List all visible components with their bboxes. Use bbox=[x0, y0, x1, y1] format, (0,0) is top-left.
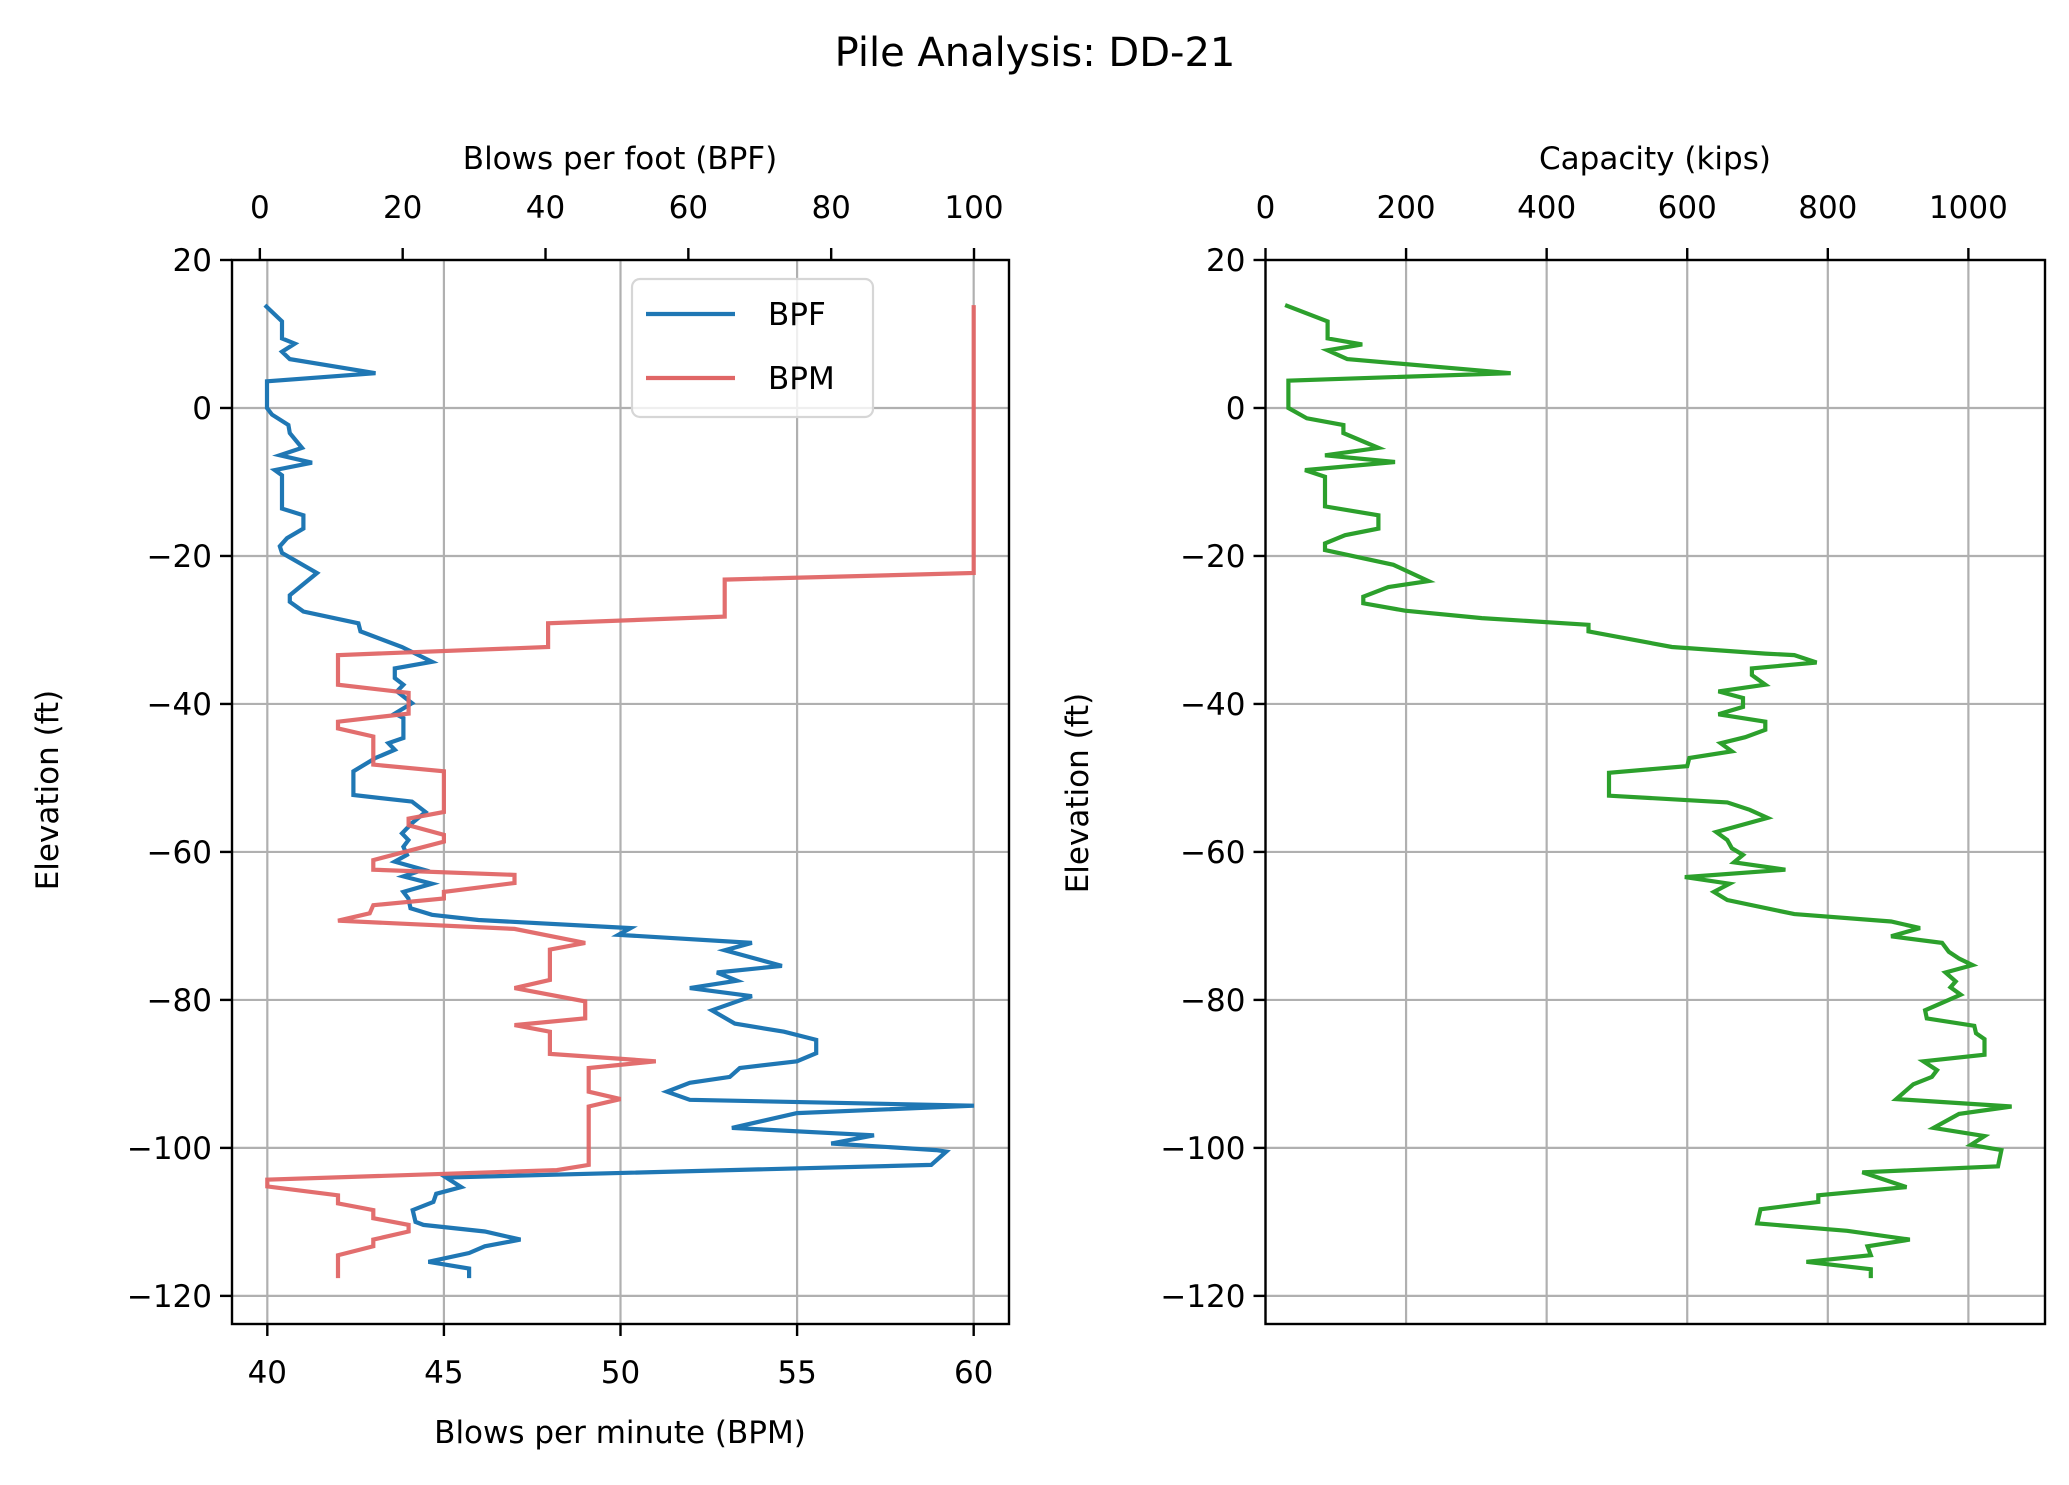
y-tick-label: −100 bbox=[1160, 1131, 1245, 1167]
bottom-x-tick-label: 50 bbox=[601, 1355, 640, 1391]
y-tick-label: −60 bbox=[147, 835, 212, 871]
left-y-axis-label: Elevation (ft) bbox=[30, 690, 66, 891]
right-top-axis-label: Capacity (kips) bbox=[1539, 141, 1771, 177]
right-series bbox=[1284, 303, 2012, 1279]
legend-box bbox=[630, 277, 875, 419]
top-x-tick-label: 800 bbox=[1798, 190, 1857, 226]
top-x-tick-label: 40 bbox=[526, 190, 565, 226]
left-series bbox=[263, 303, 976, 1279]
y-tick-label: 20 bbox=[173, 243, 212, 279]
y-tick-label: 0 bbox=[1226, 391, 1246, 427]
y-tick-label: 20 bbox=[1206, 243, 1245, 279]
top-x-tick-label: 100 bbox=[944, 190, 1003, 226]
y-tick-label: −40 bbox=[1180, 687, 1245, 723]
left-panel-bpf-bpm: 20 0 −20 −40 −60 −80 −100 −120 0 20 40 60 80 100 40 45 5… bbox=[30, 141, 1011, 1451]
top-x-tick-label: 600 bbox=[1658, 190, 1717, 226]
series-line-bpm bbox=[265, 305, 976, 1279]
y-tick-label: −40 bbox=[147, 687, 212, 723]
y-tick-label: −80 bbox=[147, 983, 212, 1019]
right-axes-frame bbox=[1264, 258, 2047, 1326]
y-tick-label: −20 bbox=[1180, 539, 1245, 575]
left-ticks: 20 0 −20 −40 −60 −80 −100 −120 0 20 40 60 80 100 40 45 5… bbox=[127, 190, 1004, 1391]
top-x-tick-label: 400 bbox=[1517, 190, 1576, 226]
y-tick-label: 0 bbox=[192, 391, 212, 427]
bottom-x-tick-label: 45 bbox=[424, 1355, 463, 1391]
legend-bpf-label: BPF bbox=[768, 297, 826, 333]
y-tick-label: −80 bbox=[1180, 983, 1245, 1019]
y-tick-label: −20 bbox=[147, 539, 212, 575]
top-x-tick-label: 200 bbox=[1376, 190, 1435, 226]
bottom-x-tick-label: 60 bbox=[954, 1355, 993, 1391]
bottom-x-tick-label: 40 bbox=[248, 1355, 287, 1391]
top-x-tick-label: 0 bbox=[1256, 190, 1276, 226]
bottom-x-tick-label: 55 bbox=[777, 1355, 816, 1391]
y-tick-label: −120 bbox=[127, 1279, 212, 1315]
y-tick-label: −120 bbox=[1160, 1279, 1245, 1315]
left-gridlines bbox=[232, 258, 1009, 1324]
legend-bpm-label: BPM bbox=[768, 361, 835, 397]
top-x-tick-label: 20 bbox=[383, 190, 422, 226]
y-tick-label: −60 bbox=[1180, 835, 1245, 871]
series-line-bpf bbox=[263, 303, 975, 1279]
top-x-tick-label: 1000 bbox=[1929, 190, 2008, 226]
top-x-tick-label: 0 bbox=[250, 190, 270, 226]
top-x-tick-label: 60 bbox=[669, 190, 708, 226]
figure-title: Pile Analysis: DD-21 bbox=[835, 30, 1236, 76]
series-line-capacity bbox=[1284, 303, 2012, 1279]
right-y-axis-label: Elevation (ft) bbox=[1060, 693, 1096, 894]
legend: BPF BPM bbox=[630, 277, 875, 419]
left-top-axis-label: Blows per foot (BPF) bbox=[463, 141, 777, 177]
top-x-tick-label: 80 bbox=[811, 190, 850, 226]
left-bottom-axis-label: Blows per minute (BPM) bbox=[434, 1415, 806, 1451]
y-tick-label: −100 bbox=[127, 1131, 212, 1167]
